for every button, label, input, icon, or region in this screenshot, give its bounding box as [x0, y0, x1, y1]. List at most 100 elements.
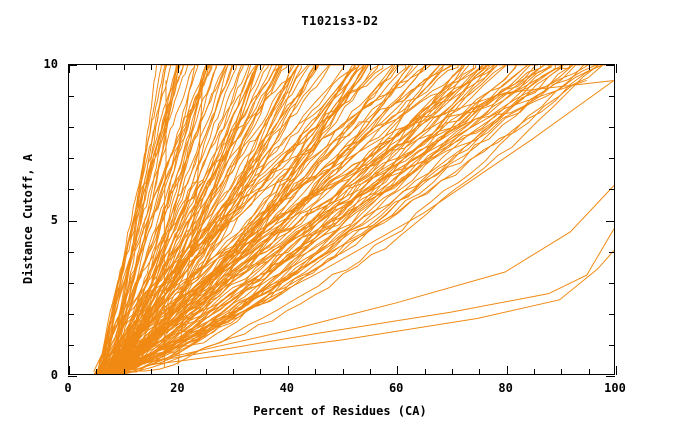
- axis-tick: [342, 369, 344, 375]
- y-tick-label: 10: [43, 57, 58, 71]
- axis-tick: [260, 369, 262, 375]
- curve-model-bundle-upper: [101, 79, 614, 372]
- axis-tick: [609, 189, 615, 191]
- axis-tick: [561, 64, 563, 70]
- curve: [96, 65, 550, 374]
- curve: [99, 65, 228, 374]
- curve: [110, 65, 319, 373]
- curve-model-steep-2: [177, 80, 204, 365]
- axis-tick: [287, 64, 289, 73]
- axis-tick: [397, 64, 399, 73]
- curve: [118, 65, 250, 373]
- axis-tick: [233, 369, 235, 375]
- curve: [97, 65, 466, 374]
- curve: [99, 65, 189, 374]
- axis-tick: [68, 189, 74, 191]
- axis-tick: [342, 64, 344, 70]
- axis-tick: [609, 251, 615, 253]
- curve-model-bundle-mid: [101, 79, 587, 372]
- curve: [100, 65, 209, 372]
- axis-tick: [506, 64, 508, 73]
- curve: [109, 65, 584, 374]
- axis-tick: [123, 64, 125, 70]
- curve: [98, 65, 506, 374]
- axis-tick: [69, 366, 70, 375]
- curve-model-outlier-a: [123, 185, 614, 369]
- x-tick-label: 80: [498, 381, 513, 395]
- axis-tick: [287, 366, 289, 375]
- curve-model-outlier-c: [150, 250, 614, 366]
- axis-tick: [533, 369, 535, 375]
- axis-tick: [68, 220, 77, 222]
- axis-tick: [369, 369, 371, 375]
- curve: [103, 65, 200, 374]
- axis-tick: [609, 127, 615, 129]
- curve: [114, 65, 295, 374]
- curve: [109, 65, 309, 373]
- x-tick-label: 60: [388, 381, 404, 395]
- axis-tick: [315, 369, 317, 375]
- axis-tick: [233, 64, 235, 70]
- axis-tick: [606, 65, 615, 66]
- x-tick-label: 0: [64, 381, 72, 395]
- curve: [112, 65, 369, 374]
- axis-tick: [479, 369, 481, 375]
- axis-tick: [609, 344, 615, 346]
- curve: [104, 65, 574, 374]
- axis-tick: [96, 369, 98, 375]
- curve: [117, 65, 470, 374]
- axis-tick: [68, 127, 74, 129]
- axis-tick: [68, 313, 74, 315]
- axis-tick: [205, 64, 207, 70]
- plot-area: [68, 64, 617, 377]
- axis-tick: [96, 64, 98, 70]
- axis-tick: [451, 64, 453, 70]
- axis-tick: [561, 369, 563, 375]
- axis-tick: [616, 64, 617, 73]
- axis-tick: [616, 366, 617, 375]
- curve: [98, 65, 604, 374]
- axis-tick: [606, 220, 615, 222]
- curve: [100, 65, 586, 374]
- curve: [106, 65, 553, 374]
- curve: [114, 65, 465, 374]
- axis-tick: [609, 96, 615, 98]
- curve: [106, 65, 412, 373]
- axis-tick: [397, 366, 399, 375]
- axis-tick: [151, 369, 153, 375]
- curve: [116, 65, 384, 372]
- curve: [101, 65, 609, 373]
- axis-tick: [609, 282, 615, 284]
- curve: [97, 65, 199, 374]
- curve: [107, 65, 226, 372]
- axis-tick: [68, 96, 74, 98]
- axis-tick: [588, 369, 590, 375]
- curve: [97, 65, 193, 374]
- axis-tick: [588, 64, 590, 70]
- curve: [108, 65, 589, 374]
- curve: [113, 65, 599, 374]
- axis-tick: [68, 282, 74, 284]
- plot-curves: [93, 65, 614, 374]
- y-tick-label: 0: [50, 368, 58, 382]
- curve: [114, 65, 556, 372]
- curve-model-outlier-b: [134, 228, 614, 366]
- axis-tick: [609, 313, 615, 315]
- curve: [104, 65, 320, 374]
- axis-tick: [506, 366, 508, 375]
- curve: [99, 65, 318, 374]
- x-tick-label: 100: [604, 381, 626, 395]
- axis-tick: [479, 64, 481, 70]
- axis-tick: [606, 376, 615, 377]
- axis-tick: [451, 369, 453, 375]
- curve: [118, 65, 485, 374]
- axis-tick: [178, 366, 180, 375]
- axis-tick: [68, 158, 74, 160]
- curve: [100, 65, 360, 374]
- axis-tick: [68, 376, 77, 377]
- axis-tick: [68, 344, 74, 346]
- curve-model-bundle-lower: [106, 80, 614, 372]
- axis-tick: [151, 64, 153, 70]
- axis-tick: [315, 64, 317, 70]
